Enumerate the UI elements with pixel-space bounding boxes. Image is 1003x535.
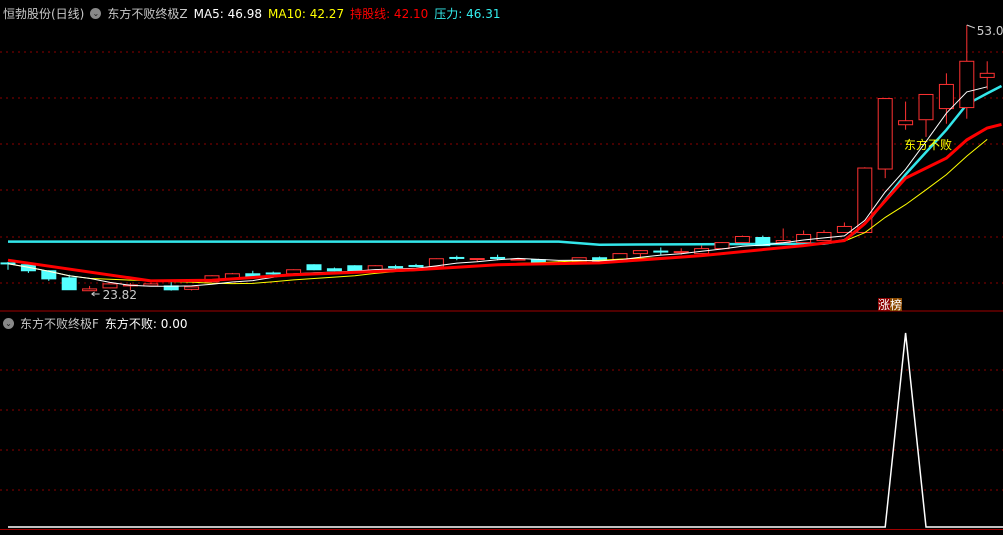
candle-body [877, 98, 893, 170]
stock-title: 恒勃股份(日线) [3, 7, 85, 21]
candle [184, 286, 200, 291]
sub-indicator-value: 东方不败: 0.00 [104, 317, 188, 331]
candle-body [938, 83, 954, 110]
candle-body [734, 235, 750, 244]
candle-body [326, 268, 342, 272]
candle [326, 267, 342, 272]
chevron-down-icon[interactable]: ⌄ [90, 8, 102, 19]
badge-bg [890, 298, 902, 311]
ma5-line [7, 86, 988, 287]
hold-line-value: 持股线: 42.10 [350, 7, 429, 21]
candle-body [653, 250, 669, 253]
candle-body [265, 272, 281, 275]
arrow-icon [966, 24, 975, 29]
candle [265, 271, 281, 275]
candle-body [755, 236, 771, 247]
candle [898, 101, 914, 130]
low-price-label: 23.82 [103, 288, 137, 302]
signal-line [8, 332, 1003, 528]
sub-indicator-name[interactable]: 东方不败终极F [20, 317, 99, 331]
candle [796, 230, 812, 244]
candle [143, 282, 159, 287]
candle-body [714, 242, 730, 250]
candle [959, 25, 975, 119]
candle-body [102, 283, 118, 289]
signal-label: 东方不败 [904, 137, 952, 152]
candle [755, 235, 771, 247]
arrow-icon [91, 291, 100, 297]
candle-body [918, 93, 934, 121]
candle-body [959, 60, 975, 109]
candle-body [82, 288, 98, 292]
candle-body [184, 286, 200, 290]
candle [388, 264, 404, 269]
candle-body [979, 72, 995, 78]
candle [918, 93, 934, 137]
candle-body [428, 258, 444, 268]
high-price-label: 53.0 [977, 24, 1003, 38]
candle-body [816, 231, 832, 242]
main-panel-header: 恒勃股份(日线) ⌄ 东方不败终极Z MA5: 46.98 MA10: 42.2… [3, 5, 501, 22]
candle [653, 247, 669, 255]
candle-body [61, 277, 77, 291]
pressure-value: 压力: 46.31 [434, 7, 501, 21]
candle-body [469, 258, 485, 261]
indicator-name[interactable]: 东方不败终极Z [107, 7, 188, 21]
candle-body [408, 264, 424, 267]
candle-body [510, 258, 526, 261]
candle [979, 61, 995, 90]
candle-body [449, 256, 465, 259]
candle-body [898, 120, 914, 126]
candle [816, 230, 832, 242]
candle [836, 222, 852, 233]
candle-body [490, 256, 506, 259]
candle [938, 73, 954, 124]
pressure-line [8, 84, 1003, 246]
candle [734, 235, 750, 244]
candle [449, 255, 465, 261]
candle-body [796, 233, 812, 244]
candle-body [632, 250, 648, 255]
candle [408, 263, 424, 268]
candle [0, 262, 16, 270]
candle [877, 97, 893, 179]
chevron-down-icon[interactable]: ⌄ [3, 318, 14, 329]
candle [61, 274, 77, 291]
candle [694, 245, 710, 255]
candle-body [836, 225, 852, 233]
candle [775, 228, 791, 244]
candle [102, 283, 118, 289]
limit-up-badge: 涨榜 [878, 297, 902, 312]
sub-panel-header: ⌄ 东方不败终极F 东方不败: 0.00 [3, 315, 187, 332]
candle-body [673, 251, 689, 254]
candle [306, 264, 322, 271]
candle [490, 254, 506, 261]
ma10-value: MA10: 42.27 [268, 6, 345, 21]
candle-body [306, 264, 322, 271]
badge-bg [878, 298, 890, 311]
hold-line [7, 122, 1002, 283]
ma10-line [7, 139, 988, 285]
candle-body [388, 266, 404, 269]
candle [82, 285, 98, 292]
candle-body [0, 262, 16, 265]
ma5-value: MA5: 46.98 [193, 6, 263, 21]
